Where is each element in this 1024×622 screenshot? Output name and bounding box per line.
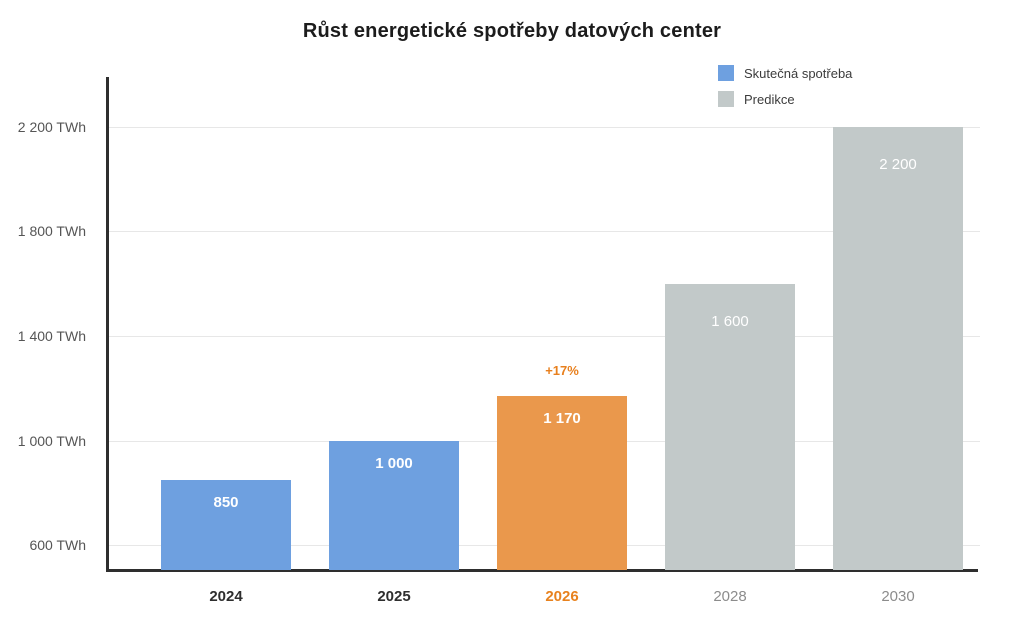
legend-label: Skutečná spotřeba <box>744 65 853 81</box>
y-tick-label: 600 TWh <box>29 537 86 553</box>
gridline <box>109 336 980 337</box>
bar-2030: 2 200 <box>833 127 963 570</box>
legend-item: Skutečná spotřeba <box>718 65 852 81</box>
y-tick-label: 1 800 TWh <box>17 223 86 239</box>
y-tick-label: 1 400 TWh <box>17 328 86 344</box>
x-tick-label-2028: 2028 <box>713 588 747 605</box>
x-tick-label-2030: 2030 <box>881 588 915 605</box>
bar-2026: 1 170 <box>497 396 627 570</box>
bar-value-label: 1 600 <box>711 313 749 330</box>
bar-2025: 1 000 <box>329 441 459 570</box>
bar-annotation: +17% <box>545 363 579 378</box>
legend-swatch-icon <box>718 65 734 81</box>
y-tick-label: 2 200 TWh <box>17 119 86 135</box>
x-tick-label-2024: 2024 <box>209 588 243 605</box>
bar-value-label: 1 170 <box>543 410 581 427</box>
bar-value-label: 2 200 <box>879 156 917 173</box>
legend-swatch-icon <box>718 91 734 107</box>
legend-label: Predikce <box>744 91 795 107</box>
bar-value-label: 850 <box>213 494 239 511</box>
gridline <box>109 231 980 232</box>
bar-value-label: 1 000 <box>375 455 413 472</box>
x-tick-label-2025: 2025 <box>377 588 411 605</box>
legend: Skutečná spotřeba Predikce <box>718 65 852 117</box>
y-axis-line <box>106 77 109 572</box>
x-axis-line <box>106 569 978 572</box>
gridline <box>109 127 980 128</box>
legend-item: Predikce <box>718 91 852 107</box>
bar-2024: 850 <box>161 480 291 570</box>
bar-2028: 1 600 <box>665 284 795 570</box>
y-tick-label: 1 000 TWh <box>17 433 86 449</box>
x-tick-label-2026: 2026 <box>545 588 579 605</box>
chart-title: Růst energetické spotřeby datových cente… <box>302 20 722 42</box>
